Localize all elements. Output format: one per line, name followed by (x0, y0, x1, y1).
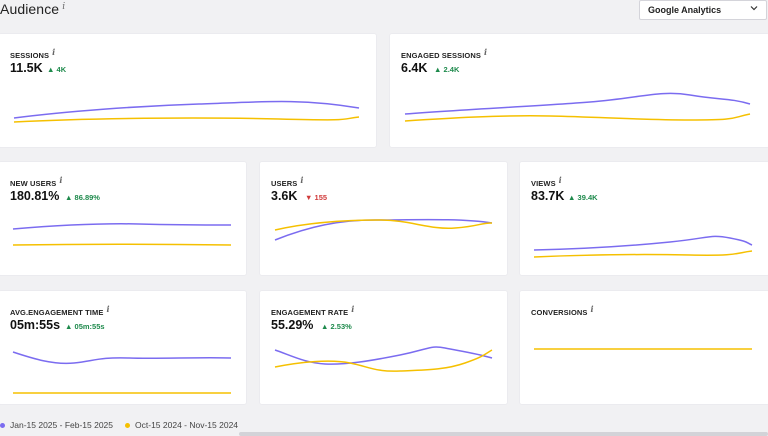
legend-dot-icon (125, 422, 131, 428)
horizontal-scrollbar[interactable] (239, 432, 768, 436)
card-views[interactable]: VIEWS i 83.7K ▲ 39.4K (519, 161, 768, 276)
arrow-up-icon: ▲ (65, 322, 73, 331)
arrow-up-icon: ▲ (47, 65, 55, 74)
sparkline (404, 92, 751, 122)
arrow-up-icon: ▲ (434, 65, 442, 74)
info-icon[interactable]: i (590, 304, 594, 314)
card-label: SESSIONS i (10, 47, 56, 60)
data-source-select-value: Google Analytics (648, 5, 722, 15)
card-delta: ▲ 4K (47, 65, 67, 74)
card-label: CONVERSIONS i (531, 304, 594, 317)
sparkline (534, 348, 752, 350)
card-conversions[interactable]: CONVERSIONS i (519, 290, 768, 405)
series-current-line (404, 92, 751, 115)
card-delta: ▲ 2.53% (321, 322, 352, 331)
legend: Jan-15 2025 - Feb-15 2025 Oct-15 2024 - … (0, 420, 250, 430)
card-delta: ▲ 05m:55s (65, 322, 105, 331)
card-delta: ▲ 86.89% (65, 193, 100, 202)
series-current-line (12, 351, 232, 365)
series-current-line (13, 100, 360, 119)
card-value: 83.7K (531, 189, 565, 203)
series-current-line (12, 223, 232, 230)
arrow-down-icon: ▼ (305, 193, 313, 202)
card-label: ENGAGED SESSIONS i (401, 47, 488, 60)
legend-label: Jan-15 2025 - Feb-15 2025 (10, 420, 114, 430)
info-icon[interactable]: i (62, 2, 66, 12)
sparkline (13, 100, 360, 123)
info-icon[interactable]: i (59, 175, 63, 185)
sparkline (274, 346, 493, 372)
card-label: AVG.ENGAGEMENT TIME i (10, 304, 110, 317)
sparkline (533, 235, 753, 258)
card-value: 55.29% (271, 318, 314, 332)
card-label: ENGAGEMENT RATE i (271, 304, 355, 317)
series-previous-line (13, 116, 360, 123)
series-previous-line (533, 250, 753, 258)
info-icon[interactable]: i (483, 47, 488, 57)
series-previous-line (274, 349, 493, 372)
legend-label: Oct-15 2024 - Nov-15 2024 (135, 420, 239, 430)
legend-item-current: Jan-15 2025 - Feb-15 2025 (0, 420, 113, 430)
info-icon[interactable]: i (351, 304, 355, 314)
info-icon[interactable]: i (558, 175, 562, 185)
card-delta: ▼ 155 (305, 193, 328, 202)
card-label: USERS i (271, 175, 304, 188)
data-source-select[interactable]: Google Analytics (639, 0, 767, 20)
series-current-line (274, 218, 493, 241)
card-label: VIEWS i (531, 175, 562, 188)
card-delta: ▲ 2.4K (434, 65, 460, 74)
arrow-up-icon: ▲ (65, 193, 73, 202)
card-engaged-sessions[interactable]: ENGAGED SESSIONS i 6.4K ▲ 2.4K (389, 33, 768, 148)
sparkline (274, 218, 493, 241)
page-title: Audience i (0, 1, 66, 17)
card-sessions[interactable]: SESSIONS i 11.5K ▲ 4K (0, 33, 377, 148)
sparkline (12, 223, 232, 246)
series-previous-line (404, 113, 751, 122)
arrow-up-icon: ▲ (321, 322, 329, 331)
chevron-down-icon (750, 6, 758, 11)
info-icon[interactable]: i (106, 304, 110, 314)
series-current-line (533, 235, 753, 251)
card-delta: ▲ 39.4K (568, 193, 598, 202)
card-label: NEW USERS i (10, 175, 63, 188)
legend-dot-icon (0, 422, 5, 428)
card-value: 05m:55s (10, 318, 61, 332)
series-previous-line (12, 243, 232, 246)
card-value: 180.81% (10, 189, 60, 203)
card-engagement-rate[interactable]: ENGAGEMENT RATE i 55.29% ▲ 2.53% (259, 290, 508, 405)
card-value: 11.5K (10, 61, 43, 75)
card-new-users[interactable]: NEW USERS i 180.81% ▲ 86.89% (0, 161, 247, 276)
card-value: 6.4K (401, 61, 428, 75)
card-value: 3.6K (271, 189, 298, 203)
legend-item-previous: Oct-15 2024 - Nov-15 2024 (125, 420, 238, 430)
arrow-up-icon: ▲ (568, 193, 576, 202)
card-users[interactable]: USERS i 3.6K ▼ 155 (259, 161, 508, 276)
info-icon[interactable]: i (300, 175, 304, 185)
sparkline (12, 351, 232, 394)
card-avg-engagement-time[interactable]: AVG.ENGAGEMENT TIME i 05m:55s ▲ 05m:55s (0, 290, 247, 405)
info-icon[interactable]: i (52, 47, 56, 57)
series-previous-line (274, 219, 493, 231)
